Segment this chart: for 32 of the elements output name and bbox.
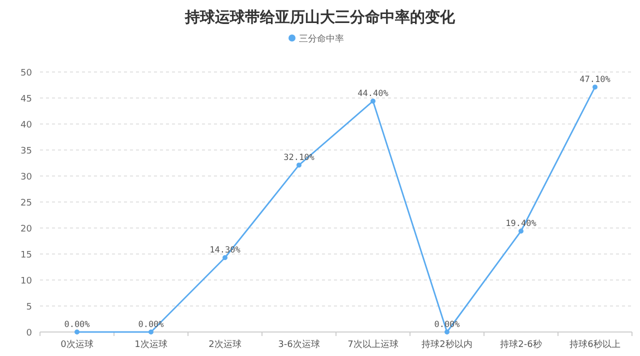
point xyxy=(518,228,524,234)
chart-title: 持球运球带给亚历山大三分命中率的变化 xyxy=(184,8,456,26)
y-tick-label: 25 xyxy=(20,198,32,208)
data-label: 47.10% xyxy=(580,75,610,86)
point xyxy=(592,84,598,90)
point xyxy=(444,330,450,334)
y-tick-label: 5 xyxy=(26,302,32,312)
data-label: 0.00% xyxy=(64,320,90,330)
point xyxy=(222,255,228,260)
y-tick-label: 50 xyxy=(20,68,32,78)
x-tick-label: 7次以上运球 xyxy=(348,339,398,350)
x-tick-label: 持球2秒以内 xyxy=(422,339,472,350)
x-tick-label: 1次运球 xyxy=(134,339,168,350)
y-tick-label: 10 xyxy=(20,276,32,286)
y-tick-label: 0 xyxy=(26,328,32,338)
x-tick-label: 0次运球 xyxy=(60,339,94,350)
x-tick-label: 3-6次运球 xyxy=(278,339,320,350)
point xyxy=(370,98,376,104)
y-tick-label: 20 xyxy=(20,224,32,234)
x-tick-label: 持球2-6秒 xyxy=(500,339,542,350)
y-tick-label: 15 xyxy=(20,250,32,260)
y-tick-label: 30 xyxy=(20,172,32,182)
x-tick-label: 持球6秒以上 xyxy=(570,339,620,350)
y-tick-label: 40 xyxy=(20,120,32,130)
x-tick-label: 2次运球 xyxy=(208,339,242,350)
y-tick-label: 35 xyxy=(20,146,32,156)
point xyxy=(296,162,302,168)
y-tick-label: 45 xyxy=(20,94,32,104)
legend-label: 三分命中率 xyxy=(299,34,344,44)
point xyxy=(74,330,80,334)
data-label: 44.40% xyxy=(358,89,388,100)
point xyxy=(148,330,154,334)
